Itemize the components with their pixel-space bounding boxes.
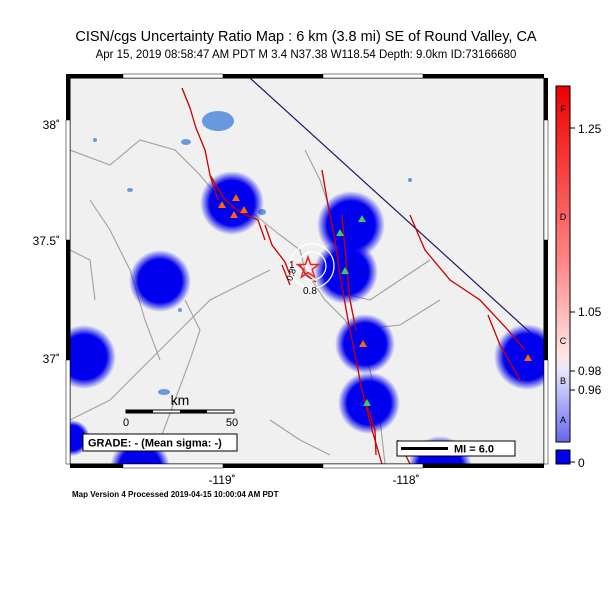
mi-legend-text: MI = 6.0 <box>454 444 494 456</box>
stations <box>218 194 532 406</box>
contour-label-1: 1 <box>289 260 295 271</box>
colorbar-value-0-96: 0.96 <box>578 383 602 397</box>
map-area: 1 0.8 0.8 km 0 50 <box>70 78 544 464</box>
station-triangle[interactable] <box>358 215 366 222</box>
scale-zero-label: 0 <box>123 417 129 429</box>
epicenter-star[interactable] <box>295 254 321 279</box>
colorbar-zero-swatch <box>555 449 571 465</box>
station-triangle[interactable] <box>230 211 238 218</box>
colorbar-letter-d: D <box>560 212 567 222</box>
scale-unit-label: km <box>171 392 190 408</box>
grade-box: GRADE: - (Mean sigma: -) <box>82 433 238 452</box>
lon-tick-119: -119˚ <box>208 473 235 487</box>
colorbar-value-1-05: 1.05 <box>578 305 602 319</box>
lat-tick-38: 38˚ <box>43 118 60 132</box>
colorbar-letter-c: C <box>560 336 567 346</box>
colorbar-value-0: 0 <box>578 456 585 470</box>
station-triangle[interactable] <box>232 194 240 201</box>
grade-text: GRADE: - (Mean sigma: -) <box>88 438 222 450</box>
scale-bar: km 0 50 <box>123 392 238 429</box>
colorbar-letter-a: A <box>560 415 566 425</box>
lat-tick-37: 37˚ <box>43 352 60 366</box>
station-triangle[interactable] <box>218 201 226 208</box>
station-triangle[interactable] <box>240 206 248 213</box>
colorbar-letter-f: F <box>560 104 566 114</box>
contour-label-2: 0.8 <box>303 286 317 297</box>
colorbar-letter-b: B <box>560 376 566 386</box>
state-border <box>249 78 544 346</box>
map-subtitle: Apr 15, 2019 08:58:47 AM PDT M 3.4 N37.3… <box>96 49 517 61</box>
mono-lake <box>202 111 234 131</box>
station-triangle[interactable] <box>359 340 367 347</box>
map-title: CISN/cgs Uncertainty Ratio Map : 6 km (3… <box>75 29 537 45</box>
station-triangle[interactable] <box>363 399 371 406</box>
lon-tick-118: -118˚ <box>392 473 419 487</box>
station-triangle[interactable] <box>524 354 532 361</box>
station-triangle[interactable] <box>341 267 349 274</box>
faults <box>181 87 526 464</box>
contour-label-3: 0.8 <box>284 267 298 282</box>
map-version-footer: Map Version 4 Processed 2019-04-15 10:00… <box>72 490 279 499</box>
scale-max-label: 50 <box>226 417 238 429</box>
map-frame <box>65 73 549 469</box>
station-triangle[interactable] <box>336 229 344 236</box>
lat-tick-37-5: 37.5˚ <box>33 234 60 248</box>
uncertainty-contours <box>289 243 335 289</box>
colorbar-value-1-25: 1.25 <box>578 122 602 136</box>
mi-legend-box: MI = 6.0 <box>396 440 516 457</box>
colorbar-value-0-98: 0.98 <box>578 364 602 378</box>
colorbar: 1.25 1.05 0.98 0.96 0 F D C B A <box>555 85 602 470</box>
